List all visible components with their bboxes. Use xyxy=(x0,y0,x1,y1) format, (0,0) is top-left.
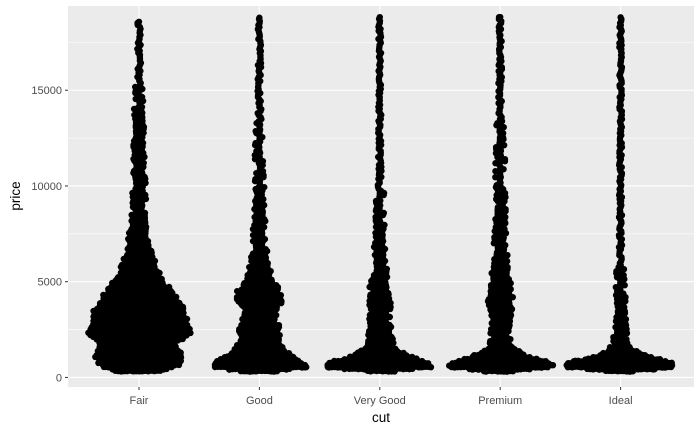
x-tick-label: Fair xyxy=(130,395,149,407)
y-tick-label: 5000 xyxy=(38,277,62,289)
swarm-point xyxy=(376,13,383,21)
swarm-point xyxy=(118,261,126,269)
swarm-point xyxy=(221,353,228,361)
swarm-point xyxy=(425,360,432,367)
swarm-point xyxy=(275,321,283,329)
swarm-good xyxy=(211,14,310,375)
swarm-point xyxy=(285,349,293,357)
x-tick-label: Good xyxy=(246,395,273,407)
swarm-point xyxy=(662,358,669,365)
swarm-point xyxy=(165,283,173,291)
swarm-point xyxy=(497,13,504,21)
swarm-point xyxy=(128,211,135,219)
swarm-layer xyxy=(85,13,676,375)
swarm-point xyxy=(526,354,533,361)
swarm-point xyxy=(326,359,333,367)
swarm-point xyxy=(135,18,143,26)
swarm-point xyxy=(400,349,407,357)
y-tick-label: 0 xyxy=(56,372,62,384)
swarm-point xyxy=(542,357,549,365)
swarm-point xyxy=(641,351,649,359)
swarm-very-good xyxy=(324,13,435,375)
swarm-point xyxy=(131,83,139,91)
swarm-point xyxy=(408,353,416,361)
swarm-point xyxy=(647,353,655,361)
x-tick-label: Ideal xyxy=(609,395,633,407)
swarm-point xyxy=(471,351,478,359)
swarm-point xyxy=(570,357,578,365)
swarm-premium xyxy=(446,13,557,375)
y-tick-label: 10000 xyxy=(31,181,62,193)
swarm-point xyxy=(565,359,572,367)
swarm-point xyxy=(656,355,664,363)
swarm-point xyxy=(633,347,640,355)
swarm-fair xyxy=(85,18,194,375)
swarm-point xyxy=(372,213,379,221)
x-tick-label: Premium xyxy=(478,395,522,407)
swarm-point xyxy=(100,291,107,299)
swarm-point xyxy=(256,14,263,21)
y-tick-label: 15000 xyxy=(31,85,62,97)
swarm-point xyxy=(331,357,338,365)
y-axis-title: price xyxy=(8,181,23,210)
x-axis-title: cut xyxy=(372,410,390,425)
swarm-point xyxy=(533,355,540,362)
x-tick-label: Very Good xyxy=(354,395,406,407)
swarm-point xyxy=(617,14,624,21)
swarm-point xyxy=(668,359,675,367)
swarm-point xyxy=(418,357,426,365)
